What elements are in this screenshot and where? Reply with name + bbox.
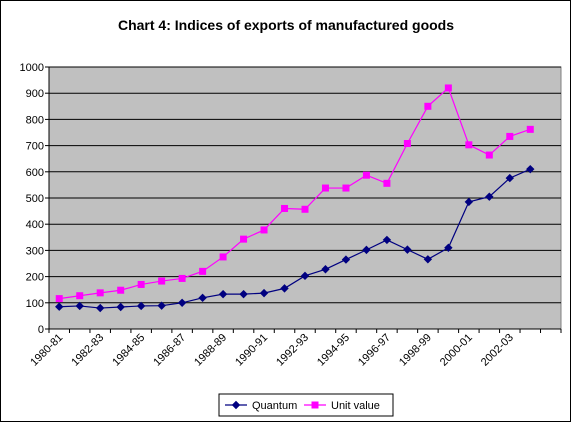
data-point-quantum bbox=[198, 293, 207, 303]
y-tick-label: 300 bbox=[26, 245, 44, 257]
legend-label: Unit value bbox=[331, 400, 380, 412]
data-point-quantum bbox=[464, 197, 474, 207]
data-point-quantum bbox=[382, 235, 392, 245]
x-tick-label: 1986-87 bbox=[151, 332, 188, 369]
data-point-unit-value bbox=[403, 140, 411, 148]
series-layer bbox=[55, 84, 535, 313]
data-point-unit-value bbox=[342, 184, 350, 192]
x-tick-label: 1994-95 bbox=[315, 332, 352, 369]
data-point-unit-value bbox=[137, 280, 145, 288]
legend-item-unit-value: Unit value bbox=[304, 400, 380, 412]
y-tick-label: 700 bbox=[26, 141, 44, 153]
data-point-unit-value bbox=[465, 141, 473, 149]
data-point-unit-value bbox=[158, 277, 166, 285]
data-point-quantum bbox=[239, 289, 248, 299]
data-point-quantum bbox=[218, 289, 228, 299]
series-unit-value bbox=[55, 84, 534, 303]
x-tick-label: 2000-01 bbox=[438, 332, 475, 369]
data-point-quantum bbox=[485, 192, 494, 201]
data-point-unit-value bbox=[526, 125, 534, 133]
data-point-quantum bbox=[116, 302, 125, 312]
x-tick-label: 1988-89 bbox=[192, 332, 229, 369]
y-tick-label: 900 bbox=[26, 88, 44, 100]
legend-label: Quantum bbox=[252, 400, 297, 412]
data-point-unit-value bbox=[321, 184, 329, 192]
y-tick-label: 400 bbox=[26, 219, 44, 231]
y-tick-label: 500 bbox=[26, 193, 44, 205]
x-tick-label: 2002-03 bbox=[479, 332, 516, 369]
data-point-quantum bbox=[341, 255, 351, 264]
data-point-quantum bbox=[259, 288, 269, 298]
legend-item-quantum: Quantum bbox=[225, 400, 297, 412]
data-point-unit-value bbox=[76, 292, 84, 300]
data-point-unit-value bbox=[219, 253, 227, 261]
data-point-unit-value bbox=[281, 204, 289, 212]
x-tick-label: 1982-83 bbox=[69, 332, 106, 369]
x-tick-label: 1990-91 bbox=[233, 332, 270, 369]
x-tick-label: 1992-93 bbox=[274, 332, 311, 369]
data-point-quantum bbox=[505, 173, 515, 183]
data-point-quantum bbox=[95, 303, 105, 313]
data-point-quantum bbox=[423, 255, 433, 264]
data-point-quantum bbox=[403, 245, 412, 254]
data-point-unit-value bbox=[260, 226, 268, 234]
data-point-quantum bbox=[300, 271, 310, 281]
data-point-unit-value bbox=[55, 295, 63, 303]
x-tick-label: 1980-81 bbox=[28, 332, 65, 369]
y-tick-label: 600 bbox=[26, 167, 44, 179]
series-quantum bbox=[55, 164, 535, 313]
legend: Quantum Unit value bbox=[218, 393, 394, 417]
data-point-quantum bbox=[75, 301, 84, 311]
data-point-quantum bbox=[136, 301, 146, 311]
data-point-unit-value bbox=[199, 267, 207, 275]
data-point-unit-value bbox=[506, 132, 514, 140]
data-point-unit-value bbox=[424, 102, 432, 110]
legend-marker bbox=[311, 401, 319, 409]
data-point-unit-value bbox=[178, 274, 186, 282]
data-point-quantum bbox=[321, 265, 330, 274]
data-point-unit-value bbox=[485, 151, 493, 159]
data-point-quantum bbox=[526, 164, 535, 174]
x-tick-label: 1998-99 bbox=[397, 332, 434, 369]
y-tick-label: 0 bbox=[38, 324, 44, 336]
x-tick-label: 1984-85 bbox=[110, 332, 147, 369]
y-tick-label: 800 bbox=[26, 114, 44, 126]
data-point-quantum bbox=[444, 243, 453, 252]
data-point-quantum bbox=[55, 302, 64, 311]
data-point-unit-value bbox=[444, 84, 452, 92]
y-tick-label: 200 bbox=[26, 272, 44, 284]
data-point-unit-value bbox=[301, 205, 309, 213]
y-tick-label: 1000 bbox=[20, 62, 44, 74]
data-point-unit-value bbox=[117, 286, 125, 294]
legend-marker bbox=[231, 400, 241, 410]
data-point-quantum bbox=[177, 298, 187, 308]
chart-title: Chart 4: Indices of exports of manufactu… bbox=[118, 17, 454, 33]
data-point-quantum bbox=[362, 245, 371, 255]
data-point-unit-value bbox=[362, 171, 370, 179]
data-point-quantum bbox=[157, 301, 166, 310]
data-point-unit-value bbox=[383, 179, 391, 187]
data-point-quantum bbox=[280, 284, 289, 293]
data-point-unit-value bbox=[96, 289, 104, 297]
x-tick-label: 1996-97 bbox=[356, 332, 393, 369]
data-point-unit-value bbox=[240, 235, 248, 243]
y-tick-label: 100 bbox=[26, 298, 44, 310]
